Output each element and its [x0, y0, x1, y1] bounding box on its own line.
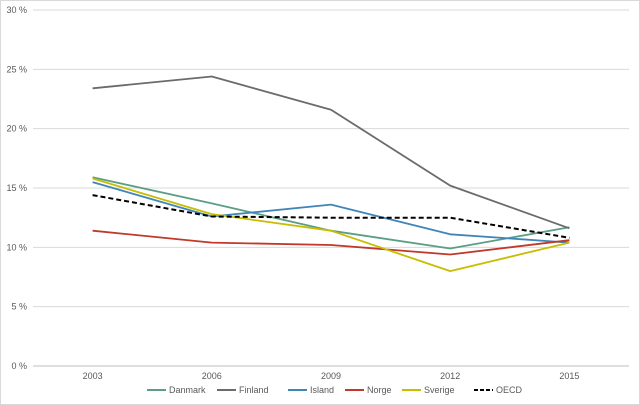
y-tick-label: 30 % — [6, 5, 27, 15]
series-line-norge — [92, 229, 570, 256]
y-tick-label: 0 % — [11, 361, 27, 371]
legend-label-danmark: Danmark — [169, 385, 206, 395]
x-tick-label: 2003 — [83, 371, 103, 381]
legend-label-norge: Norge — [367, 385, 392, 395]
x-tick-label: 2009 — [321, 371, 341, 381]
series-line-oecd — [92, 194, 570, 239]
legend-label-oecd: OECD — [496, 385, 523, 395]
y-tick-label: 15 % — [6, 183, 27, 193]
series-line-sverige — [92, 177, 570, 273]
series-line-island — [92, 181, 570, 244]
y-tick-label: 10 % — [6, 242, 27, 252]
legend-label-finland: Finland — [239, 385, 269, 395]
y-tick-label: 25 % — [6, 64, 27, 74]
x-tick-label: 2006 — [202, 371, 222, 381]
legend-label-island: Island — [310, 385, 334, 395]
x-tick-label: 2015 — [559, 371, 579, 381]
y-tick-label: 5 % — [11, 302, 27, 312]
x-tick-label: 2012 — [440, 371, 460, 381]
legend-label-sverige: Sverige — [424, 385, 455, 395]
y-tick-label: 20 % — [6, 124, 27, 134]
series-line-finland — [92, 75, 570, 230]
